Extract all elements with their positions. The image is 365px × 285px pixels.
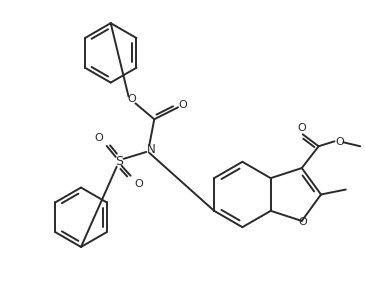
Text: O: O: [178, 100, 187, 110]
Text: O: O: [95, 133, 103, 143]
Text: N: N: [147, 143, 156, 156]
Text: S: S: [115, 155, 123, 168]
Text: O: O: [297, 123, 306, 133]
Text: O: O: [299, 217, 307, 227]
Text: O: O: [335, 137, 344, 147]
Text: O: O: [127, 94, 136, 104]
Text: O: O: [134, 179, 143, 189]
